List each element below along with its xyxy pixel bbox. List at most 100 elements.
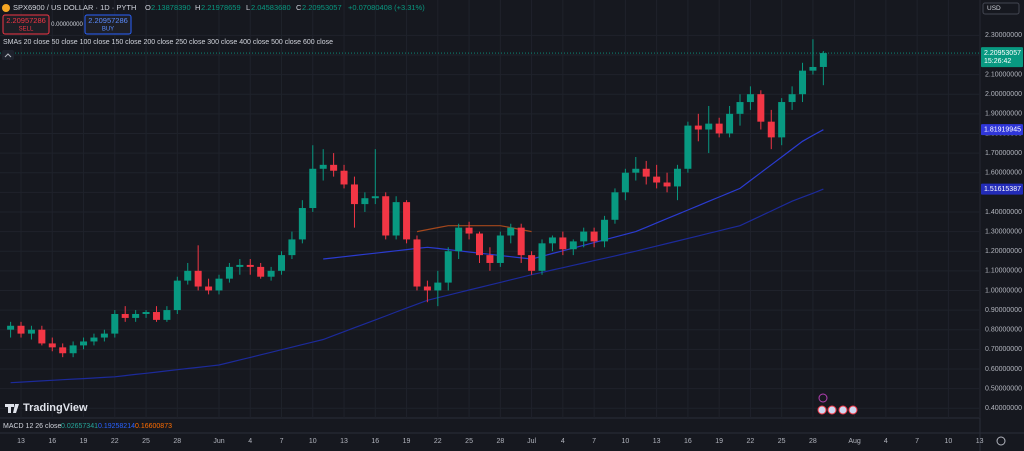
x-tick-label: 7	[915, 438, 919, 445]
ma-value-label: 1.81919945	[984, 127, 1021, 134]
candle-body	[48, 343, 56, 348]
buy-button[interactable]	[84, 14, 132, 35]
logo-icon	[5, 404, 19, 413]
candle-body	[705, 123, 713, 130]
candle-body	[225, 266, 233, 279]
x-tick-label: 28	[173, 438, 181, 445]
candle-body	[444, 251, 452, 283]
candle-body	[205, 286, 213, 291]
candle-body	[423, 286, 431, 291]
candle-body	[611, 192, 619, 220]
candle-body	[548, 237, 556, 244]
sell-button[interactable]	[2, 14, 50, 35]
o-label: O	[145, 3, 151, 12]
x-tick-label: 25	[778, 438, 786, 445]
candle-body	[559, 237, 567, 250]
candle-body	[746, 94, 754, 103]
candle-body	[132, 313, 140, 318]
event-icon[interactable]	[817, 405, 827, 415]
y-tick-label: 2.10000000	[985, 71, 1022, 78]
candle-body	[194, 270, 202, 287]
candle-body	[799, 70, 807, 95]
y-tick-label: 1.10000000	[985, 268, 1022, 275]
x-tick-label: 13	[340, 438, 348, 445]
x-tick-label: 13	[17, 438, 25, 445]
ma-value-box	[981, 183, 1023, 195]
candle-body	[246, 264, 254, 267]
candle-body	[434, 282, 442, 291]
event-icon[interactable]	[818, 393, 828, 403]
sell-label: SELL	[19, 27, 34, 33]
settings-button[interactable]	[996, 436, 1006, 446]
x-tick-label: 22	[747, 438, 755, 445]
candle-body	[476, 233, 483, 256]
candle-body	[184, 270, 192, 281]
candle-body	[601, 219, 609, 242]
event-icon[interactable]	[838, 405, 848, 415]
candle-body	[819, 53, 827, 67]
candle-body	[653, 176, 661, 183]
candle-body	[673, 168, 681, 187]
candle-body	[121, 313, 129, 318]
currency-button[interactable]	[982, 2, 1020, 15]
last-price-box	[981, 47, 1023, 68]
candle-body	[590, 231, 598, 242]
x-tick-label: 13	[976, 438, 984, 445]
macd-value: 0.02657341	[61, 423, 98, 430]
x-tick-label: 16	[371, 438, 379, 445]
candle-body	[309, 168, 317, 209]
candle-body	[288, 239, 296, 256]
y-tick-label: 0.70000000	[985, 346, 1022, 353]
candle-body	[507, 227, 515, 236]
candle-body	[7, 325, 15, 330]
x-tick-label: 7	[280, 438, 284, 445]
y-tick-label: 0.50000000	[985, 385, 1022, 392]
candle-body	[778, 102, 786, 138]
x-tick-label: 25	[465, 438, 473, 445]
x-tick-label: 19	[403, 438, 411, 445]
candle-body	[528, 255, 536, 271]
candle-body	[173, 280, 181, 311]
candle-body	[152, 312, 160, 320]
plot	[0, 39, 980, 384]
candle-body	[486, 255, 494, 263]
candle-body	[69, 345, 77, 354]
l-value: 2.04583680	[251, 3, 291, 12]
candle-body	[496, 235, 504, 263]
candle-body	[663, 182, 671, 187]
y-tick-label: 1.20000000	[985, 248, 1022, 255]
o-value: 2.13878390	[151, 3, 191, 12]
candle-body	[236, 264, 244, 267]
x-tick-label: 10	[621, 438, 629, 445]
candle-body	[642, 168, 650, 177]
buy-label: BUY	[102, 27, 114, 33]
candle-body	[455, 227, 463, 252]
collapse-button[interactable]	[2, 50, 14, 60]
candle-body	[80, 341, 88, 346]
x-tick-label: 22	[111, 438, 119, 445]
x-tick-label: Jun	[213, 438, 224, 445]
x-tick-label: 4	[561, 438, 565, 445]
candle-body	[17, 325, 25, 334]
y-tick-label: 0.40000000	[985, 405, 1022, 412]
event-icon[interactable]	[827, 405, 837, 415]
candle-body	[90, 337, 98, 342]
candle-body	[517, 227, 525, 256]
macd-histogram: 0.16600873	[135, 423, 172, 430]
x-tick-label: 10	[945, 438, 953, 445]
event-icon[interactable]	[848, 405, 858, 415]
y-tick-label: 1.00000000	[985, 287, 1022, 294]
last-price-label: 2.20953057	[984, 50, 1021, 57]
candle-body	[788, 94, 796, 103]
candle-body	[726, 113, 734, 134]
countdown-label: 15:26:42	[984, 58, 1011, 65]
candle-body	[38, 329, 46, 344]
candle-body	[809, 66, 817, 71]
candle-body	[100, 333, 108, 338]
x-tick-label: 19	[715, 438, 723, 445]
candle-body	[403, 202, 411, 240]
ma-value-label: 1.51615387	[984, 186, 1021, 193]
logo: TradingView	[23, 402, 88, 414]
symbol: SPX6900 / US DOLLAR · 1D · PYTH	[13, 3, 136, 12]
